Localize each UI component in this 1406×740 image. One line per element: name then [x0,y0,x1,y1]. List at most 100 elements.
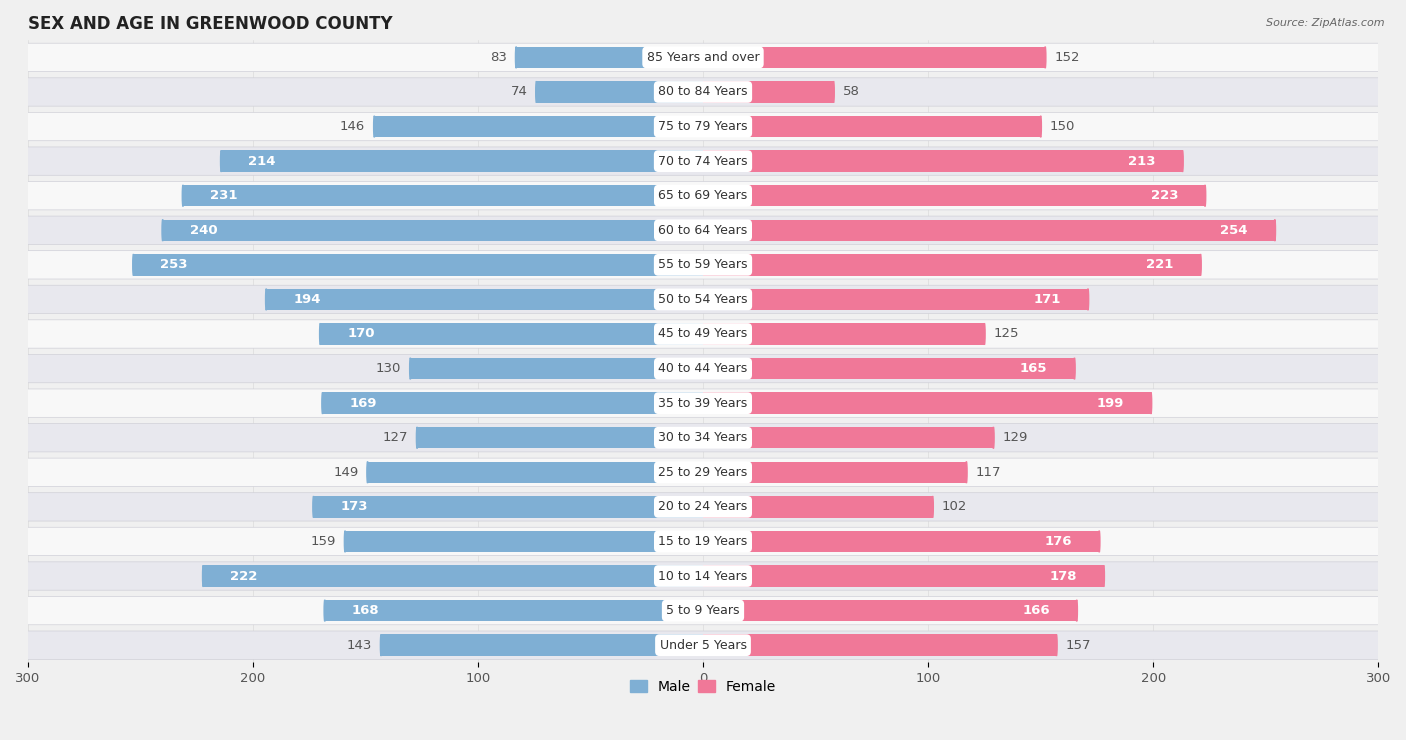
Text: 168: 168 [352,604,380,617]
Text: 173: 173 [340,500,368,514]
Text: 221: 221 [1146,258,1174,272]
Text: 171: 171 [1033,293,1062,306]
FancyBboxPatch shape [28,285,1378,314]
Text: 65 to 69 Years: 65 to 69 Years [658,189,748,202]
FancyBboxPatch shape [28,216,1378,244]
Bar [266,289,703,310]
Bar [703,427,994,448]
Text: 15 to 19 Years: 15 to 19 Years [658,535,748,548]
Bar [367,462,703,483]
Text: 150: 150 [1050,120,1076,133]
FancyBboxPatch shape [28,354,1378,383]
Bar [537,81,703,103]
Text: 199: 199 [1097,397,1123,410]
Text: 5 to 9 Years: 5 to 9 Years [666,604,740,617]
Text: 165: 165 [1019,362,1047,375]
Legend: Male, Female: Male, Female [624,674,782,699]
Bar [204,565,703,587]
Text: 50 to 54 Years: 50 to 54 Years [658,293,748,306]
FancyBboxPatch shape [28,631,1378,659]
FancyBboxPatch shape [28,528,1378,556]
Bar [703,358,1074,380]
Text: 10 to 14 Years: 10 to 14 Years [658,570,748,582]
Bar [703,496,932,517]
Bar [516,47,703,68]
Text: 127: 127 [382,431,408,444]
Text: 75 to 79 Years: 75 to 79 Years [658,120,748,133]
Bar [703,81,834,103]
Bar [344,531,703,552]
Bar [703,531,1099,552]
Text: 146: 146 [340,120,366,133]
Bar [134,254,703,275]
Bar [322,392,703,414]
Text: 74: 74 [510,86,527,98]
Bar [418,427,703,448]
Text: Under 5 Years: Under 5 Years [659,639,747,652]
Text: Source: ZipAtlas.com: Source: ZipAtlas.com [1267,18,1385,29]
Bar [703,462,966,483]
Text: 70 to 74 Years: 70 to 74 Years [658,155,748,168]
Text: SEX AND AGE IN GREENWOOD COUNTY: SEX AND AGE IN GREENWOOD COUNTY [28,15,392,33]
Text: 231: 231 [209,189,238,202]
Text: 40 to 44 Years: 40 to 44 Years [658,362,748,375]
Bar [411,358,703,380]
Bar [703,220,1275,241]
FancyBboxPatch shape [28,320,1378,349]
Bar [183,185,703,206]
Bar [703,150,1182,172]
Text: 166: 166 [1022,604,1050,617]
Text: 214: 214 [249,155,276,168]
Text: 129: 129 [1002,431,1028,444]
Text: 55 to 59 Years: 55 to 59 Years [658,258,748,272]
Bar [321,323,703,345]
Bar [703,185,1205,206]
Text: 35 to 39 Years: 35 to 39 Years [658,397,748,410]
Text: 152: 152 [1054,51,1080,64]
Text: 213: 213 [1128,155,1156,168]
Bar [374,116,703,137]
Text: 222: 222 [231,570,257,582]
FancyBboxPatch shape [28,112,1378,141]
Bar [703,254,1201,275]
Bar [221,150,703,172]
FancyBboxPatch shape [28,181,1378,210]
Text: 254: 254 [1220,223,1247,237]
Text: 240: 240 [190,223,218,237]
FancyBboxPatch shape [28,389,1378,417]
Text: 80 to 84 Years: 80 to 84 Years [658,86,748,98]
Text: 130: 130 [375,362,401,375]
Bar [703,392,1152,414]
FancyBboxPatch shape [28,562,1378,591]
Text: 157: 157 [1066,639,1091,652]
FancyBboxPatch shape [28,458,1378,486]
FancyBboxPatch shape [28,147,1378,175]
Text: 176: 176 [1045,535,1073,548]
FancyBboxPatch shape [28,596,1378,625]
Text: 125: 125 [994,328,1019,340]
Text: 58: 58 [842,86,859,98]
Text: 149: 149 [333,465,359,479]
FancyBboxPatch shape [28,423,1378,452]
Text: 30 to 34 Years: 30 to 34 Years [658,431,748,444]
Text: 194: 194 [294,293,321,306]
Text: 159: 159 [311,535,336,548]
Text: 20 to 24 Years: 20 to 24 Years [658,500,748,514]
Text: 102: 102 [942,500,967,514]
FancyBboxPatch shape [28,43,1378,72]
Text: 45 to 49 Years: 45 to 49 Years [658,328,748,340]
Bar [703,323,984,345]
Text: 25 to 29 Years: 25 to 29 Years [658,465,748,479]
Text: 83: 83 [491,51,508,64]
Text: 253: 253 [160,258,188,272]
Text: 143: 143 [347,639,373,652]
Text: 223: 223 [1150,189,1178,202]
Text: 117: 117 [976,465,1001,479]
Text: 60 to 64 Years: 60 to 64 Years [658,223,748,237]
FancyBboxPatch shape [28,78,1378,106]
FancyBboxPatch shape [28,251,1378,279]
Bar [703,600,1077,622]
Bar [163,220,703,241]
Bar [703,565,1104,587]
Bar [325,600,703,622]
